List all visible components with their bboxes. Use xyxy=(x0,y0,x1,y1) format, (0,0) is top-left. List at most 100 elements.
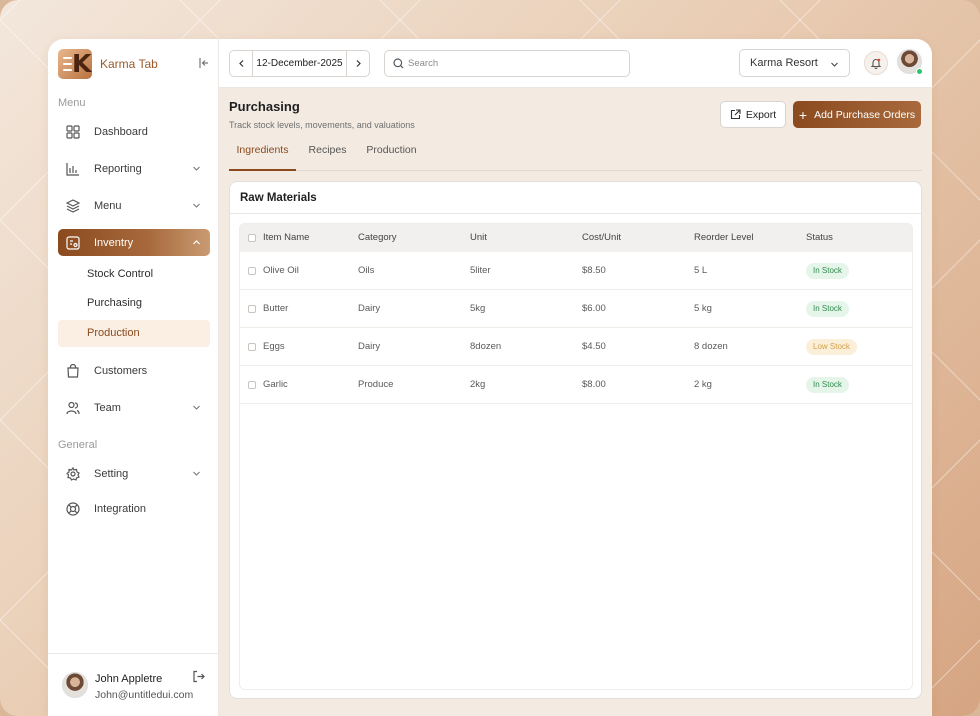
table-header: Item Name Category Unit Cost/Unit Reorde… xyxy=(240,224,912,252)
item-cost: $8.00 xyxy=(582,379,606,390)
inventory-icon xyxy=(65,235,81,251)
online-status-dot xyxy=(916,68,923,75)
column-header[interactable]: Item Name xyxy=(263,232,310,243)
item-name: Garlic xyxy=(263,379,288,390)
row-checkbox[interactable] xyxy=(248,381,256,389)
sidebar-item-label: Inventry xyxy=(94,236,134,249)
column-header[interactable]: Category xyxy=(358,232,397,243)
item-reorder-level: 2 kg xyxy=(694,379,712,390)
table-row[interactable]: Eggs Dairy 8dozen $4.50 8 dozen Low Stoc… xyxy=(240,328,912,366)
item-cost: $4.50 xyxy=(582,341,606,352)
export-icon xyxy=(730,109,741,120)
item-reorder-level: 5 kg xyxy=(694,303,712,314)
sidebar-item-label: Team xyxy=(94,401,121,414)
property-select[interactable]: Karma Resort xyxy=(739,49,850,77)
item-unit: 5kg xyxy=(470,303,486,314)
bar-chart-icon xyxy=(65,161,81,177)
sidebar-item-menu[interactable]: Menu xyxy=(58,192,210,219)
add-purchase-orders-button[interactable]: + Add Purchase Orders xyxy=(793,101,921,128)
column-header[interactable]: Reorder Level xyxy=(694,232,754,243)
user-profile: John Appletre John@untitledui.com xyxy=(48,653,219,716)
plus-icon: + xyxy=(798,106,808,123)
search-input[interactable] xyxy=(408,58,608,69)
sidebar-item-label: Menu xyxy=(94,199,122,212)
lifebuoy-icon xyxy=(65,501,81,517)
chevron-down-icon xyxy=(193,405,200,410)
raw-materials-table: Item Name Category Unit Cost/Unit Reorde… xyxy=(239,223,913,690)
layers-icon xyxy=(65,198,81,214)
bell-icon xyxy=(870,58,882,69)
item-name: Olive Oil xyxy=(263,265,299,276)
item-cost: $8.50 xyxy=(582,265,606,276)
item-unit: 8dozen xyxy=(470,341,502,352)
chevron-down-icon xyxy=(193,166,200,171)
avatar[interactable] xyxy=(897,49,923,75)
sidebar-subitem-production[interactable]: Production xyxy=(58,320,210,347)
item-reorder-level: 8 dozen xyxy=(694,341,728,352)
item-unit: 5liter xyxy=(470,265,491,276)
search-box xyxy=(384,50,630,77)
item-category: Produce xyxy=(358,379,394,390)
status-badge: In Stock xyxy=(806,263,849,279)
column-header[interactable]: Status xyxy=(806,232,833,243)
page-subtitle: Track stock levels, movements, and valua… xyxy=(229,120,415,130)
tabs: Ingredients Recipes Production xyxy=(229,136,922,171)
top-bar: 12-December-2025 Karma Resort xyxy=(219,39,932,88)
app-window: K Karma Tab Menu Dashboard Reporting xyxy=(48,39,932,716)
sidebar-item-label: Reporting xyxy=(94,162,142,175)
sidebar-item-label: Integration xyxy=(94,502,146,515)
table-row[interactable]: Olive Oil Oils 5liter $8.50 5 L In Stock xyxy=(240,252,912,290)
sidebar: K Karma Tab Menu Dashboard Reporting xyxy=(48,39,219,716)
chevron-up-icon xyxy=(193,240,200,245)
sidebar-item-reporting[interactable]: Reporting xyxy=(58,155,210,182)
raw-materials-card: Raw Materials Item Name Category Unit Co… xyxy=(229,181,922,699)
select-all-checkbox[interactable] xyxy=(248,234,256,242)
next-date-button[interactable] xyxy=(347,51,369,76)
column-header[interactable]: Unit xyxy=(470,232,487,243)
item-name: Butter xyxy=(263,303,289,314)
tab-ingredients[interactable]: Ingredients xyxy=(229,136,296,171)
brand-name: Karma Tab xyxy=(100,57,158,71)
page-title: Purchasing xyxy=(229,99,300,114)
sidebar-subitem-stock-control[interactable]: Stock Control xyxy=(87,268,154,280)
status-badge: Low Stock xyxy=(806,339,857,355)
user-name: John Appletre xyxy=(95,673,163,685)
gear-icon xyxy=(65,466,81,482)
current-date[interactable]: 12-December-2025 xyxy=(252,51,347,76)
item-cost: $6.00 xyxy=(582,303,606,314)
row-checkbox[interactable] xyxy=(248,267,256,275)
export-label: Export xyxy=(745,108,777,121)
tab-production[interactable]: Production xyxy=(366,144,417,156)
status-badge: In Stock xyxy=(806,301,849,317)
menu-section-label: Menu xyxy=(58,97,86,109)
sidebar-item-team[interactable]: Team xyxy=(58,394,210,421)
brand[interactable]: K Karma Tab xyxy=(58,49,158,79)
search-icon xyxy=(393,58,404,69)
sidebar-item-inventry[interactable]: Inventry xyxy=(58,229,210,256)
sidebar-item-label: Dashboard xyxy=(94,125,148,138)
row-checkbox[interactable] xyxy=(248,343,256,351)
sidebar-item-dashboard[interactable]: Dashboard xyxy=(58,118,210,145)
export-button[interactable]: Export xyxy=(720,101,786,128)
sidebar-item-label: Customers xyxy=(94,364,148,377)
column-header[interactable]: Cost/Unit xyxy=(582,232,622,243)
tab-recipes[interactable]: Recipes xyxy=(308,144,347,156)
row-checkbox[interactable] xyxy=(248,305,256,313)
notifications-button[interactable] xyxy=(864,51,888,75)
sidebar-item-setting[interactable]: Setting xyxy=(58,460,210,487)
chevron-left-icon xyxy=(238,60,243,67)
card-title: Raw Materials xyxy=(230,182,921,214)
user-email: John@untitledui.com xyxy=(95,689,194,701)
sidebar-item-integration[interactable]: Integration xyxy=(58,495,210,522)
table-row[interactable]: Butter Dairy 5kg $6.00 5 kg In Stock xyxy=(240,290,912,328)
previous-date-button[interactable] xyxy=(230,51,252,76)
logout-icon[interactable] xyxy=(192,670,205,683)
status-badge: In Stock xyxy=(806,377,849,393)
grid-icon xyxy=(65,124,81,140)
brand-logo: K xyxy=(58,49,92,79)
avatar[interactable] xyxy=(62,672,88,698)
sidebar-subitem-purchasing[interactable]: Purchasing xyxy=(87,297,143,309)
sidebar-item-customers[interactable]: Customers xyxy=(58,357,210,384)
collapse-sidebar-icon[interactable] xyxy=(198,57,210,69)
table-row[interactable]: Garlic Produce 2kg $8.00 2 kg In Stock xyxy=(240,366,912,404)
